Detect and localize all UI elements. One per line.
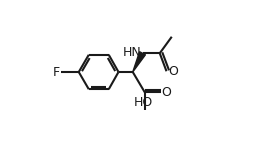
Text: HN: HN bbox=[122, 46, 141, 59]
Polygon shape bbox=[132, 52, 145, 72]
Text: HO: HO bbox=[133, 96, 152, 109]
Text: O: O bbox=[167, 65, 177, 78]
Text: F: F bbox=[53, 66, 60, 78]
Text: O: O bbox=[161, 86, 171, 99]
